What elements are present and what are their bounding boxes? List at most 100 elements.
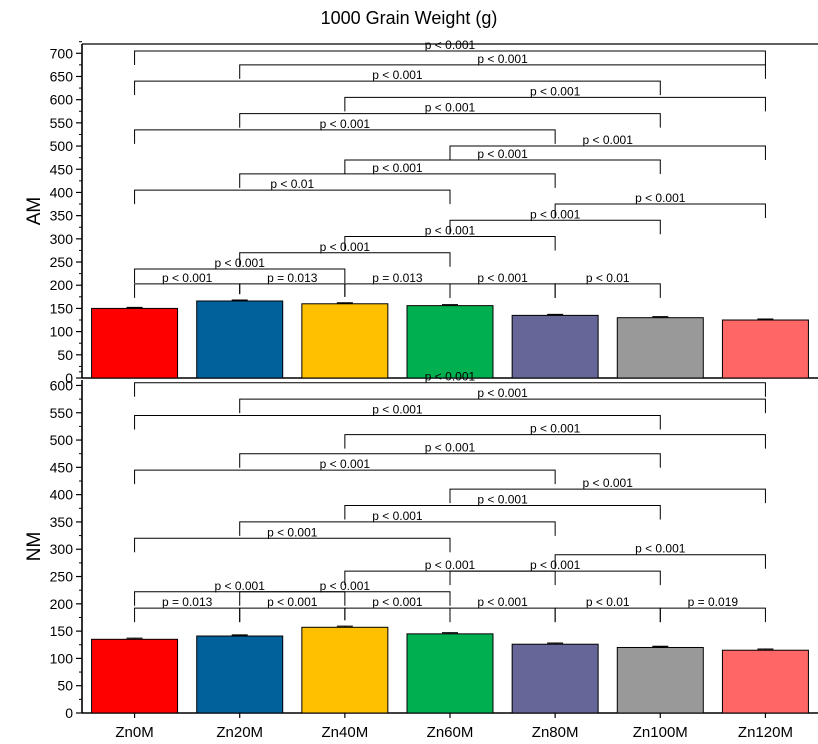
- y-tick-label: 50: [57, 347, 73, 363]
- p-value-label: p < 0.001: [162, 271, 213, 285]
- y-tick-label: 550: [50, 405, 74, 421]
- p-value-label: p < 0.001: [320, 579, 371, 593]
- p-value-label: p < 0.01: [586, 271, 630, 285]
- p-value-label: p < 0.001: [372, 161, 423, 175]
- y-tick-label: 350: [50, 514, 74, 530]
- significance-bracket: [134, 50, 766, 65]
- x-tick-label: Zn40M: [322, 724, 369, 741]
- significance-bracket: [449, 570, 661, 586]
- bar-zn120m: [721, 649, 809, 714]
- significance-bracket: [239, 252, 451, 267]
- y-tick-label: 150: [50, 300, 74, 316]
- significance-bracket: [134, 189, 451, 205]
- bar-zn40m: [301, 626, 389, 714]
- p-value-label: p < 0.001: [477, 493, 528, 507]
- significance-bracket: [239, 453, 661, 468]
- y-tick-label: 250: [50, 254, 74, 270]
- y-tick-label: 300: [50, 231, 74, 247]
- significance-bracket: [659, 607, 766, 623]
- significance-bracket: [239, 607, 346, 623]
- p-value-label: p < 0.001: [477, 386, 528, 400]
- significance-bracket: [344, 96, 766, 112]
- significance-bracket: [344, 283, 451, 298]
- y-tick-label: 350: [50, 208, 74, 224]
- significance-bracket: [344, 236, 556, 251]
- y-tick-label: 400: [50, 184, 74, 200]
- significance-bracket: [449, 488, 766, 504]
- y-tick-label: 450: [50, 161, 74, 177]
- y-tick-label: 50: [57, 678, 73, 694]
- significance-bracket: [449, 145, 766, 161]
- significance-bracket: [134, 414, 661, 430]
- p-value-label: p < 0.001: [477, 271, 528, 285]
- y-tick-label: 0: [65, 370, 73, 386]
- y-tick-label: 100: [50, 650, 74, 666]
- x-tick-label: Zn80M: [532, 724, 579, 741]
- p-value-label: p < 0.001: [320, 457, 371, 471]
- bar-zn60m: [406, 633, 494, 714]
- y-tick-label: 650: [50, 68, 74, 84]
- y-tick-label: 400: [50, 487, 74, 503]
- y-tick-label: 0: [65, 705, 73, 721]
- significance-bracket: [344, 607, 451, 623]
- x-tick-label: Zn20M: [216, 724, 263, 741]
- bar-zn120m: [721, 319, 809, 379]
- significance-bracket: [239, 64, 766, 79]
- y-tick-label: 600: [50, 92, 74, 108]
- p-value-label: p < 0.001: [530, 422, 581, 436]
- bar-zn0m: [91, 307, 179, 379]
- p-value-label: p < 0.001: [477, 52, 528, 66]
- significance-bracket: [239, 283, 346, 297]
- y-tick-label: 550: [50, 115, 74, 131]
- x-tick-label: Zn100M: [633, 724, 688, 741]
- p-value-label: p = 0.019: [688, 595, 739, 609]
- y-axis-label: NM: [24, 532, 45, 562]
- y-tick-label: 700: [50, 45, 74, 61]
- significance-bracket: [134, 607, 241, 623]
- y-tick-label: 500: [50, 432, 74, 448]
- p-value-label: p < 0.001: [635, 542, 686, 556]
- panel-nm: 0 50 100 150 200 250 300 350 400 450 500 550 600 NM p …: [24, 370, 818, 721]
- significance-bracket: [134, 80, 661, 96]
- p-value-label: p < 0.001: [635, 191, 686, 205]
- p-value-label: p < 0.01: [586, 595, 630, 609]
- significance-bracket: [449, 219, 661, 235]
- y-tick-label: 250: [50, 569, 74, 585]
- p-value-label: p < 0.001: [372, 68, 423, 82]
- p-value-label: p < 0.001: [477, 147, 528, 161]
- p-value-label: p < 0.001: [530, 84, 581, 98]
- p-value-label: p < 0.001: [372, 595, 423, 609]
- significance-bracket: [449, 607, 556, 623]
- p-value-label: p < 0.01: [270, 177, 314, 191]
- bar-zn100m: [616, 646, 704, 714]
- significance-bracket: [554, 283, 661, 298]
- y-tick-label: 100: [50, 324, 74, 340]
- significance-bracket: [239, 113, 661, 128]
- y-tick-label: 300: [50, 541, 74, 557]
- p-value-label: p < 0.001: [267, 595, 318, 609]
- significance-bracket: [134, 129, 556, 144]
- p-value-label: p < 0.001: [215, 579, 266, 593]
- bar-zn0m: [91, 638, 179, 714]
- p-value-label: p < 0.001: [372, 509, 423, 523]
- significance-bracket: [239, 398, 766, 414]
- significance-bracket: [134, 537, 451, 553]
- significance-bracket: [449, 283, 556, 298]
- significance-bracket: [554, 203, 766, 219]
- bar-zn40m: [301, 303, 389, 379]
- chart-title: 1000 Grain Weight (g): [320, 8, 498, 28]
- significance-bracket: [554, 554, 766, 569]
- significance-bracket: [344, 434, 766, 449]
- bar-zn100m: [616, 317, 704, 379]
- y-tick-label: 500: [50, 138, 74, 154]
- significance-bracket: [239, 521, 556, 536]
- y-tick-label: 600: [50, 377, 74, 393]
- y-tick-label: 150: [50, 623, 74, 639]
- x-tick-label: Zn0M: [115, 724, 153, 741]
- significance-bracket: [239, 591, 451, 606]
- p-value-label: p < 0.001: [425, 101, 476, 115]
- significance-bracket: [134, 469, 556, 485]
- significance-bracket: [344, 505, 661, 520]
- p-value-label: p < 0.001: [583, 133, 634, 147]
